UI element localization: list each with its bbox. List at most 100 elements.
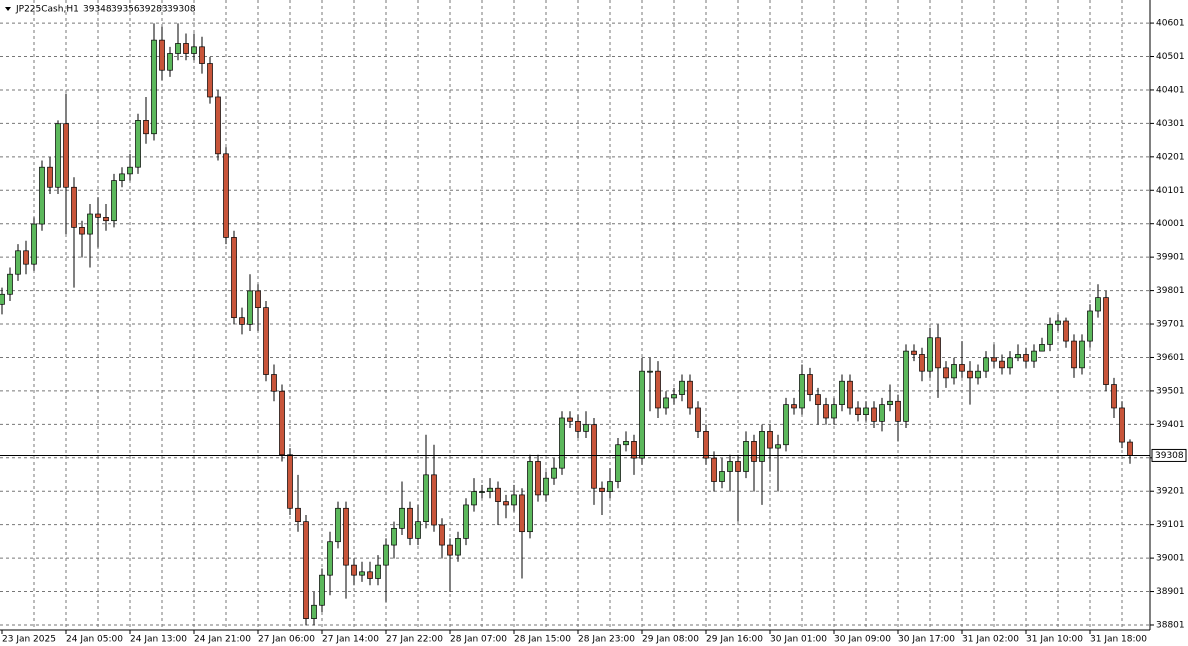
candle-body — [863, 407, 869, 415]
candle-body — [207, 63, 213, 98]
candle-body — [695, 407, 701, 432]
candle-body — [151, 39, 157, 135]
candle-body — [815, 394, 821, 405]
candle-body — [727, 461, 733, 472]
x-tick-label: 24 Jan 21:00 — [194, 635, 251, 645]
candle-body — [343, 507, 349, 566]
x-tick-label: 23 Jan 2025 — [2, 635, 56, 645]
menu-arrow[interactable] — [5, 7, 11, 11]
candle-body — [647, 370, 653, 373]
candle-body — [495, 487, 501, 502]
candle-body — [895, 400, 901, 422]
header-open: 39348 — [83, 5, 112, 15]
candle-body — [791, 404, 797, 409]
candle-body — [319, 574, 325, 606]
candle-body — [655, 370, 661, 409]
candle-body — [295, 507, 301, 523]
y-tick-label: 39601 — [1156, 353, 1185, 363]
x-tick-label: 31 Jan 10:00 — [1026, 635, 1083, 645]
x-tick-label: 28 Jan 23:00 — [578, 635, 635, 645]
candle-body — [327, 541, 333, 576]
candle-body — [0, 293, 5, 305]
candle-body — [631, 441, 637, 459]
candle-body — [551, 467, 557, 479]
candle-body — [303, 521, 309, 619]
candle-body — [239, 317, 245, 325]
candle-body — [199, 46, 205, 64]
candle-body — [503, 501, 509, 506]
y-tick-label: 38901 — [1156, 587, 1185, 597]
candle-body — [479, 491, 485, 493]
candle-body — [407, 507, 413, 539]
candle-body — [183, 43, 189, 54]
candle-body — [615, 444, 621, 482]
x-tick-label: 31 Jan 18:00 — [1090, 635, 1147, 645]
candle-body — [271, 374, 277, 392]
current-price-label: 39308 — [1155, 451, 1184, 461]
candle-body — [583, 424, 589, 432]
candle-body — [279, 390, 285, 456]
candle-body — [1055, 320, 1061, 325]
y-tick-label: 39101 — [1156, 520, 1185, 530]
candle-body — [399, 507, 405, 529]
candle-body — [999, 360, 1005, 369]
candle-body — [1063, 320, 1069, 342]
candle-body — [887, 400, 893, 405]
candle-body — [367, 571, 373, 579]
x-tick-label: 28 Jan 07:00 — [450, 635, 507, 645]
candle-body — [927, 337, 933, 372]
y-tick-label: 39401 — [1156, 420, 1185, 430]
candle-body — [311, 604, 317, 619]
candles — [0, 23, 1133, 626]
grid — [0, 0, 1150, 630]
candle-body — [1103, 297, 1109, 385]
candle-body — [967, 370, 973, 379]
candle-body — [679, 380, 685, 395]
candle-body — [847, 380, 853, 409]
candle-body — [175, 43, 181, 54]
candle-body — [751, 441, 757, 462]
header-close: 39308 — [167, 5, 196, 15]
candle-body — [607, 481, 613, 492]
candle-body — [567, 417, 573, 422]
candle-body — [879, 404, 885, 422]
candle-body — [903, 350, 909, 422]
candle-body — [447, 544, 453, 556]
candle-body — [831, 404, 837, 419]
candle-body — [167, 53, 173, 71]
header-low: 39283 — [139, 5, 168, 15]
candle-body — [287, 454, 293, 509]
candle-body — [639, 370, 645, 459]
chart-title: JP225Cash,H1 — [15, 5, 79, 15]
candle-body — [87, 213, 93, 235]
candle-body — [511, 494, 517, 506]
candle-body — [223, 153, 229, 238]
candle-body — [951, 364, 957, 379]
candle-body — [471, 491, 477, 506]
candle-body — [487, 487, 493, 492]
header-high: 39356 — [111, 5, 140, 15]
y-tick-label: 39201 — [1156, 487, 1185, 497]
candle-body — [95, 213, 101, 218]
x-tick-label: 30 Jan 17:00 — [898, 635, 955, 645]
candle-body — [71, 186, 77, 228]
x-tick-label: 30 Jan 01:00 — [770, 635, 827, 645]
candle-body — [535, 461, 541, 496]
x-tick-label: 28 Jan 15:00 — [514, 635, 571, 645]
candle-body — [15, 250, 21, 275]
candle-body — [1127, 441, 1133, 456]
candle-body — [55, 123, 61, 188]
candle-body — [799, 374, 805, 409]
candle-body — [935, 337, 941, 369]
candle-body — [743, 441, 749, 472]
candle-body — [415, 521, 421, 539]
candle-body — [31, 223, 37, 265]
candle-body — [759, 431, 765, 462]
candle-body — [79, 227, 85, 235]
candle-body — [919, 354, 925, 372]
candle-body — [767, 431, 773, 449]
candle-body — [375, 564, 381, 579]
y-tick-label: 38801 — [1156, 620, 1185, 630]
candle-body — [703, 431, 709, 459]
